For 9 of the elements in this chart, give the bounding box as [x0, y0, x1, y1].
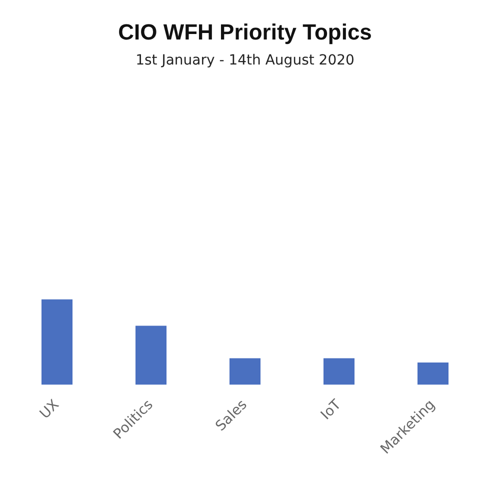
x-tick-label: IoT	[318, 396, 345, 424]
bar	[229, 358, 261, 385]
bar	[135, 326, 167, 385]
x-tick-label: UX	[37, 396, 63, 422]
bar	[41, 299, 73, 385]
bar	[417, 362, 449, 385]
chart-subtitle: 1st January - 14th August 2020	[136, 52, 354, 68]
chart-title: CIO WFH Priority Topics	[118, 19, 372, 44]
bar	[323, 358, 355, 385]
